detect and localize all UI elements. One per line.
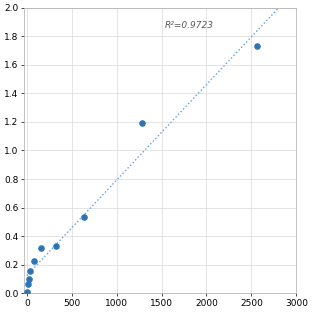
Point bbox=[25, 281, 30, 286]
Point bbox=[24, 290, 29, 295]
Point bbox=[28, 269, 33, 274]
Point bbox=[32, 259, 37, 264]
Text: R²=0.9723: R²=0.9723 bbox=[164, 21, 213, 30]
Point bbox=[53, 244, 58, 249]
Point bbox=[254, 44, 259, 49]
Point bbox=[82, 214, 87, 219]
Point bbox=[39, 246, 44, 251]
Point bbox=[26, 276, 31, 281]
Point bbox=[139, 121, 144, 126]
